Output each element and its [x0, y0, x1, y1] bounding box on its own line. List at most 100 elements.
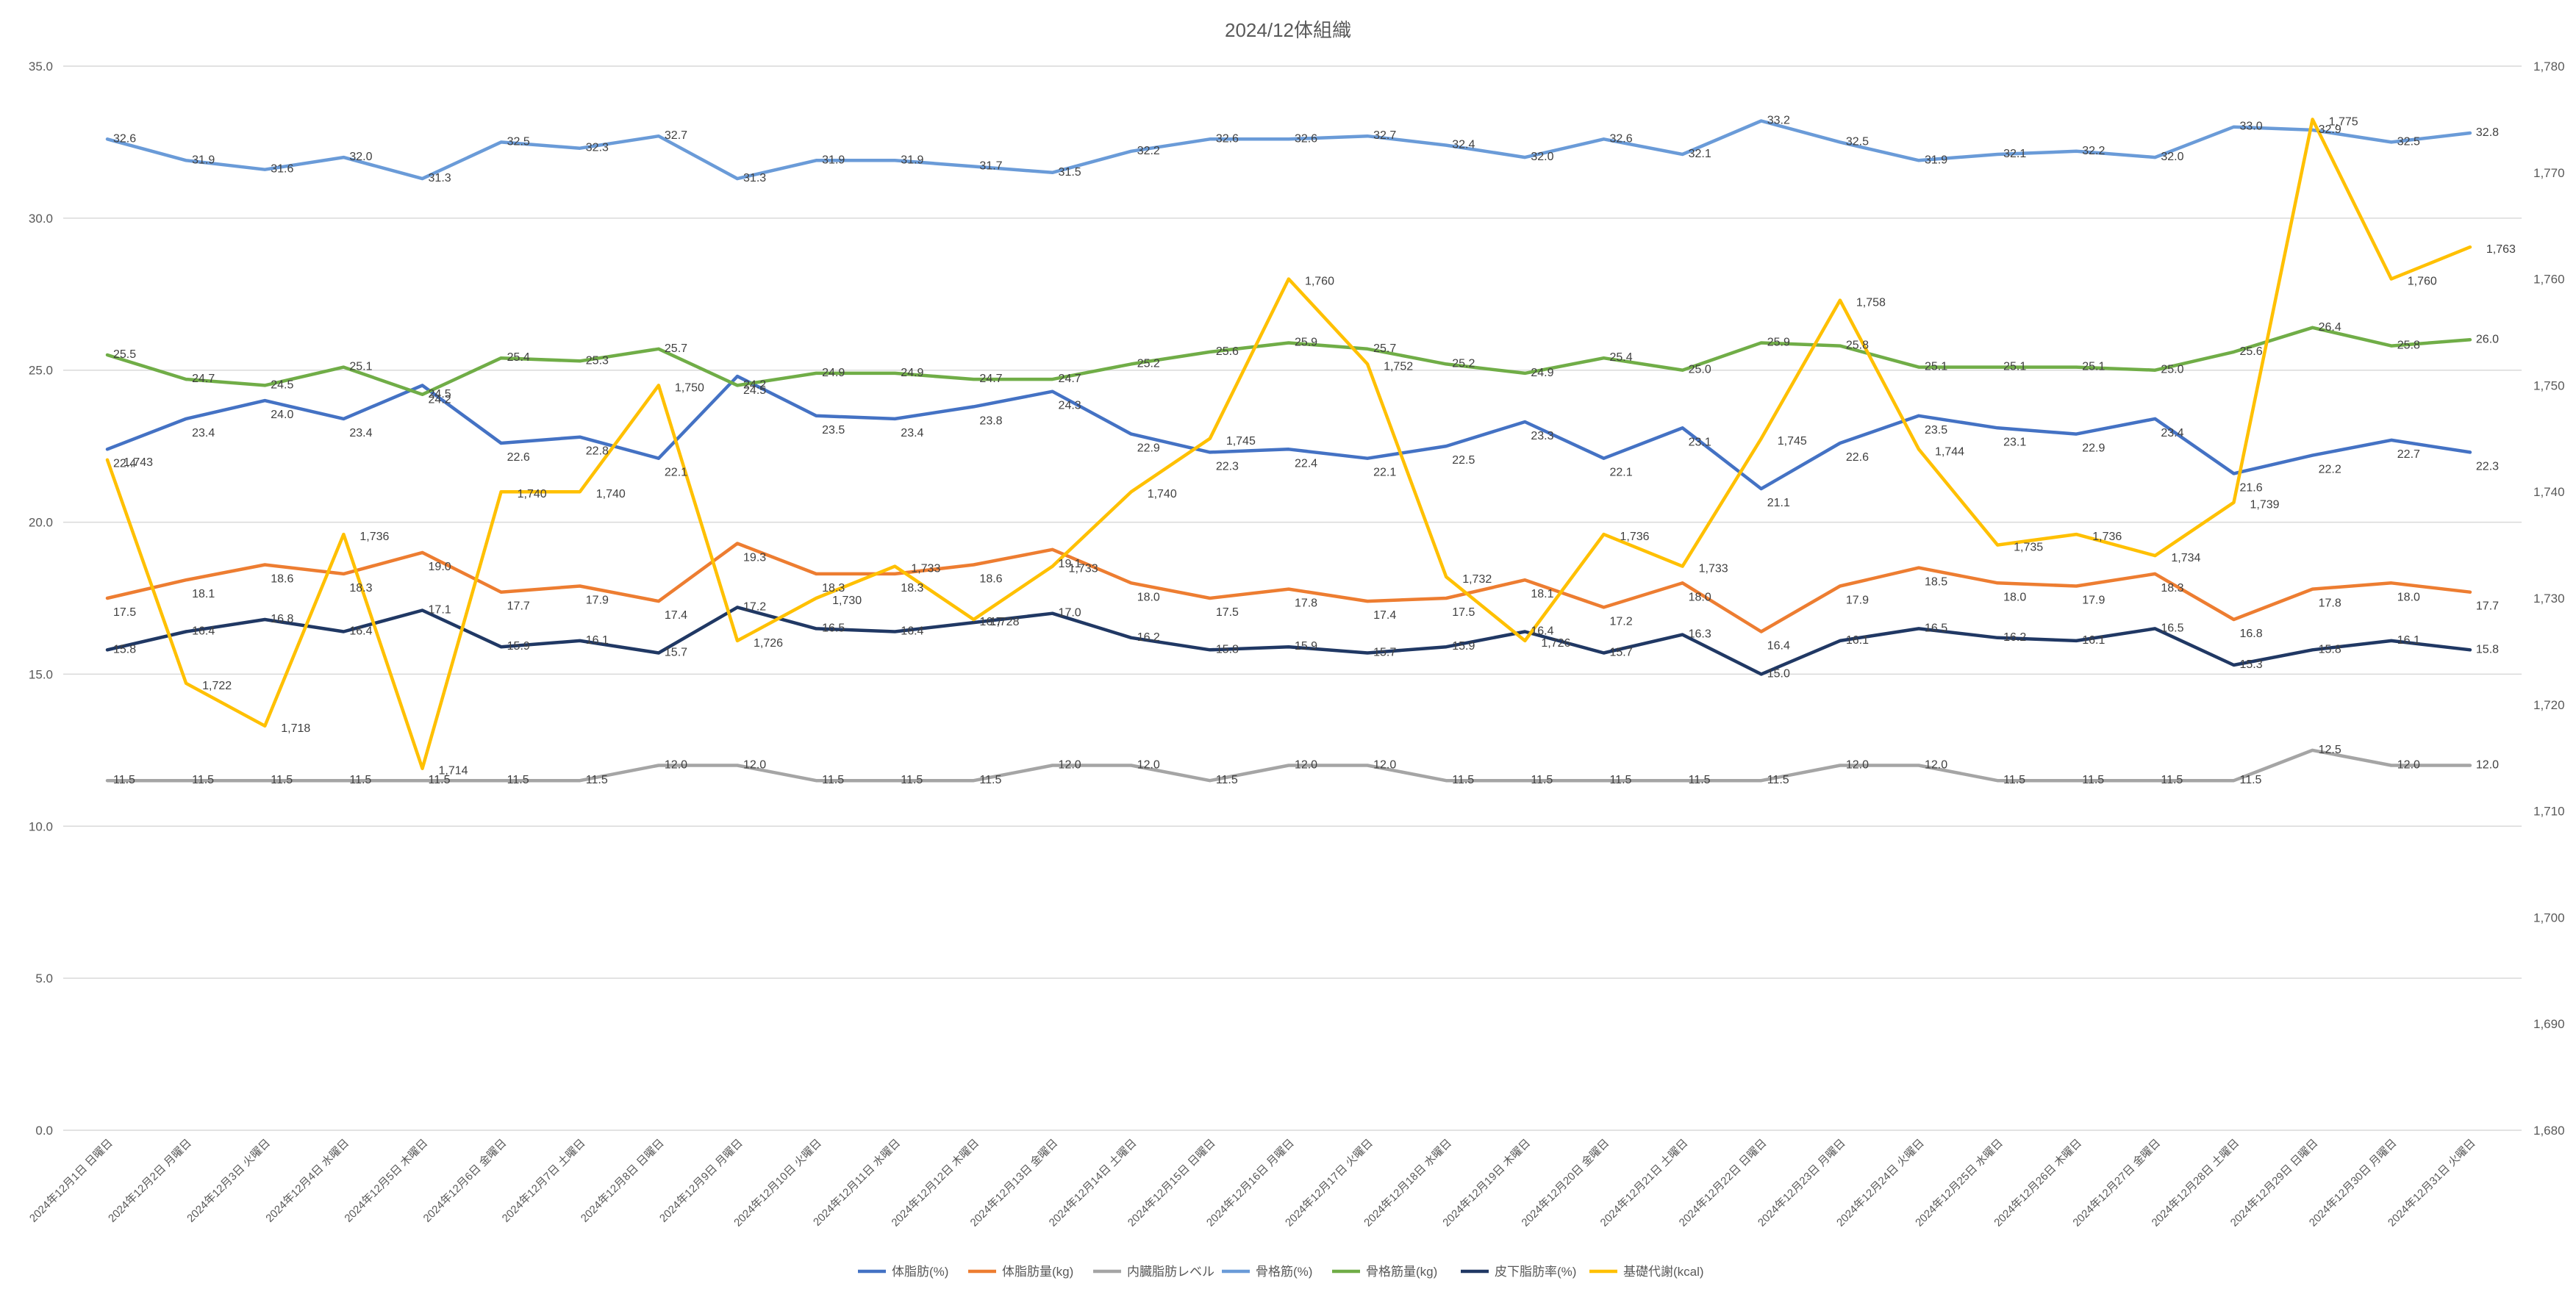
data-label: 31.3: [743, 172, 766, 184]
data-label: 12.0: [2397, 759, 2420, 772]
data-label: 25.1: [349, 361, 372, 373]
data-label: 1,733: [1699, 563, 1728, 575]
data-point: [2389, 581, 2393, 585]
data-label: 25.9: [1295, 336, 1317, 348]
data-point: [106, 597, 110, 600]
data-point: [263, 779, 267, 783]
data-point: [893, 564, 897, 568]
data-point: [421, 608, 424, 612]
data-point: [1366, 600, 1370, 603]
data-label: 23.5: [1925, 424, 1947, 437]
data-point: [2232, 472, 2236, 475]
data-point: [1051, 764, 1054, 767]
data-point: [736, 542, 740, 545]
data-label: 17.8: [2319, 597, 2341, 610]
data-label: 24.0: [271, 409, 293, 421]
data-point: [1602, 356, 1606, 360]
y-right-tick-label: 1,770: [2533, 166, 2565, 180]
data-point: [2153, 417, 2157, 420]
data-point: [656, 347, 660, 351]
data-point: [1445, 143, 1448, 147]
data-label: 11.5: [1216, 774, 1238, 786]
data-label: 11.5: [192, 774, 214, 786]
data-label: 16.4: [1531, 625, 1553, 638]
legend-label: 内臓脂肪レベル: [1127, 1265, 1214, 1279]
data-point: [1838, 764, 1842, 767]
data-label: 25.6: [1216, 345, 1239, 358]
data-point: [1051, 547, 1054, 551]
y-right-tick-label: 1,700: [2533, 911, 2565, 924]
data-label: 1,739: [2250, 499, 2280, 511]
data-label: 22.9: [1137, 442, 1160, 455]
data-label: 32.6: [1295, 132, 1317, 145]
y-right-tick-label: 1,710: [2533, 805, 2565, 819]
data-point: [815, 627, 818, 631]
data-point: [185, 681, 188, 685]
data-point: [263, 724, 267, 728]
y-right-tick-label: 1,760: [2533, 273, 2565, 287]
data-point: [1445, 445, 1448, 448]
data-point: [1681, 368, 1684, 372]
data-point: [1129, 149, 1133, 153]
data-label: 17.0: [1059, 607, 1081, 620]
data-label: 24.7: [979, 373, 1002, 385]
data-label: 23.4: [901, 427, 923, 439]
data-label: 1,760: [1305, 276, 1334, 288]
data-point: [2311, 587, 2314, 591]
data-point: [656, 384, 660, 387]
data-point: [342, 779, 346, 783]
data-point: [2389, 277, 2393, 281]
data-point: [342, 572, 346, 575]
data-label: 11.5: [2003, 774, 2025, 786]
y-left-tick-label: 20.0: [29, 516, 53, 530]
data-point: [656, 651, 660, 655]
data-point: [736, 374, 740, 378]
y-left-tick-label: 15.0: [29, 667, 53, 681]
data-label: 12.0: [1137, 759, 1160, 772]
data-point: [2153, 156, 2157, 159]
data-point: [2232, 779, 2236, 783]
data-point: [1838, 584, 1842, 588]
data-point: [1051, 170, 1054, 174]
data-point: [263, 617, 267, 621]
data-label: 17.5: [113, 606, 136, 619]
data-point: [499, 442, 503, 445]
legend-label: 皮下脂肪率(%): [1495, 1265, 1576, 1279]
data-label: 24.2: [429, 393, 451, 406]
data-label: 25.6: [2240, 345, 2263, 358]
data-label: 22.7: [2397, 448, 2420, 461]
data-label: 1,730: [832, 595, 862, 607]
data-point: [2468, 450, 2472, 454]
data-point: [2153, 572, 2157, 575]
data-point: [1996, 636, 2000, 639]
data-point: [578, 490, 582, 494]
data-label: 1,760: [2408, 276, 2437, 288]
data-point: [1996, 152, 2000, 156]
data-label: 19.1: [1059, 558, 1081, 570]
data-label: 25.2: [1452, 357, 1475, 370]
data-label: 1,733: [911, 563, 940, 575]
data-label: 25.1: [2003, 361, 2026, 373]
data-label: 1,740: [596, 488, 626, 500]
data-point: [815, 414, 818, 417]
data-point: [1681, 152, 1684, 156]
data-point: [578, 639, 582, 642]
data-label: 17.2: [1609, 615, 1632, 628]
data-label: 15.8: [113, 643, 136, 656]
data-label: 25.4: [507, 351, 530, 364]
data-point: [2232, 664, 2236, 667]
data-label: 17.9: [586, 594, 609, 606]
data-label: 25.4: [1609, 351, 1632, 364]
data-label: 11.5: [979, 774, 1001, 786]
data-point: [1287, 341, 1290, 345]
data-point: [1445, 779, 1448, 783]
data-label: 25.2: [1137, 357, 1160, 370]
data-point: [1602, 779, 1606, 783]
gridlines: [63, 65, 2522, 1131]
data-label: 31.9: [901, 154, 923, 166]
data-point: [1129, 636, 1133, 639]
data-point: [499, 779, 503, 783]
data-label: 12.5: [2319, 744, 2341, 756]
data-label: 24.5: [429, 388, 451, 401]
data-label: 17.1: [429, 604, 451, 617]
